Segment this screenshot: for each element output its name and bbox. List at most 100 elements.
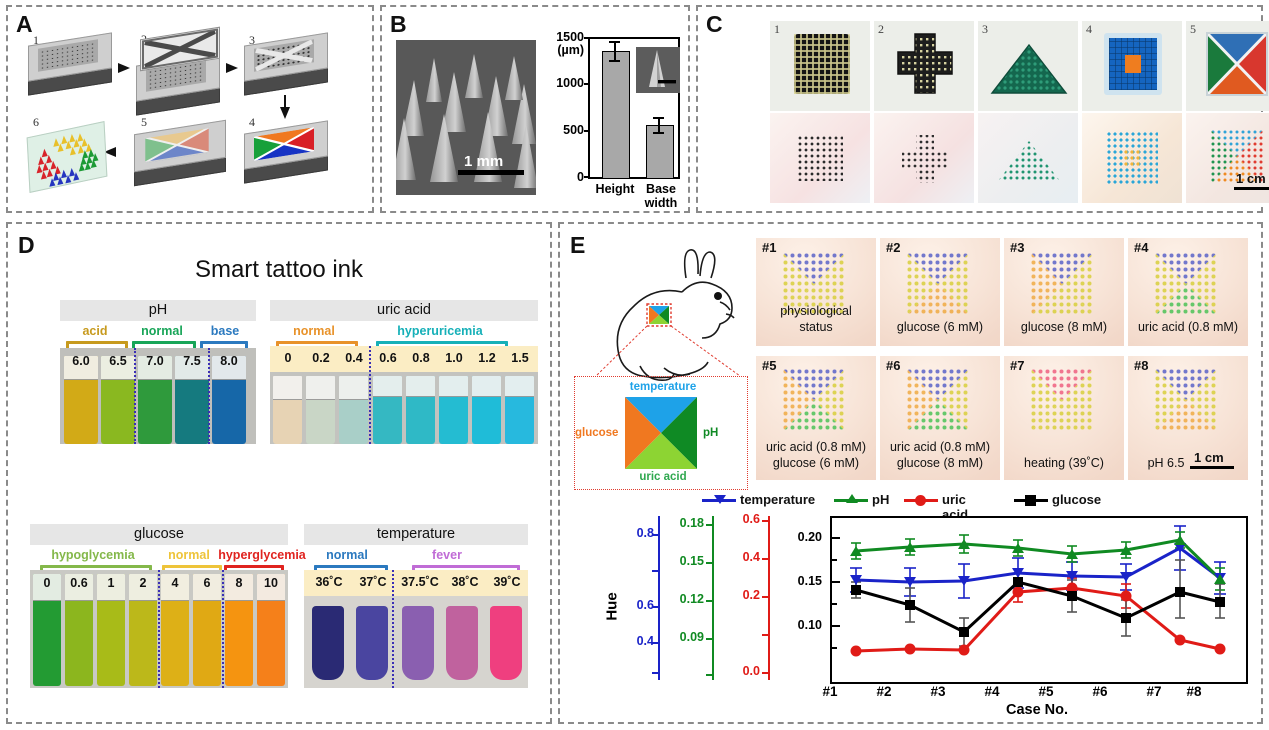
panel-d-title: Smart tattoo ink bbox=[194, 256, 364, 283]
case-3-id: #3 bbox=[1010, 240, 1025, 255]
ph-group-base: base bbox=[210, 324, 240, 338]
step-1-number: 1 bbox=[33, 33, 39, 47]
b-x-axis bbox=[588, 176, 680, 179]
b-inset-sem bbox=[636, 47, 680, 93]
tmp-value-0: 36˚C bbox=[315, 575, 343, 589]
x-axis-title: Case No. bbox=[1005, 702, 1069, 718]
case-photo-5: uric acid (0.8 mM) glucose (6 mM) bbox=[756, 356, 876, 480]
tattoo-photo-5: 1 cm bbox=[1186, 113, 1269, 203]
ph-value-3: 7.5 bbox=[183, 354, 201, 368]
tattoo-photo-3 bbox=[978, 113, 1078, 203]
ua-cuvette-6 bbox=[472, 376, 501, 444]
ua-group-normal: normal bbox=[293, 324, 335, 338]
panel-a-label: A bbox=[16, 11, 33, 37]
c-scale-bar bbox=[1234, 187, 1269, 190]
series-line-ph bbox=[855, 538, 1222, 581]
hue-chart: temperature pH uric acid glucose Hue 0.8… bbox=[602, 492, 1262, 724]
case-5-caption-line2: glucose (6 mM) bbox=[772, 456, 860, 470]
rabbit-illustration-icon bbox=[595, 249, 741, 382]
case-photo-1: physiological status bbox=[756, 238, 876, 346]
ph-tick-0.18: 0.18 bbox=[679, 516, 704, 530]
glu-value-6: 8 bbox=[235, 576, 243, 590]
b-top-border bbox=[588, 37, 680, 40]
tattoo-pattern-7 bbox=[1030, 368, 1094, 432]
ph-cuvette-row bbox=[60, 348, 256, 444]
step-5-number: 5 bbox=[141, 115, 147, 129]
legend-glucose: glucose bbox=[1052, 492, 1102, 507]
case-8-id: #8 bbox=[1134, 358, 1149, 373]
glu-value-0: 0 bbox=[43, 576, 51, 590]
x-tick-4: #4 bbox=[984, 684, 1000, 699]
ua-value-5: 1.0 bbox=[445, 351, 463, 365]
legend-temperature: temperature bbox=[740, 492, 816, 507]
sensor-key-box: temperature glucose pH uric acid bbox=[574, 376, 748, 490]
b-ytick-0: 0 bbox=[577, 170, 584, 184]
ph-cuvette-4 bbox=[212, 356, 246, 444]
b-cat-height: Height bbox=[595, 182, 635, 196]
key-quadrant-icon bbox=[625, 397, 697, 469]
bar-height bbox=[602, 51, 630, 179]
ua-cuvette-row bbox=[270, 372, 538, 444]
tmp-vial-2 bbox=[402, 606, 434, 680]
step-6-microneedle-array bbox=[26, 121, 108, 193]
step-3-x-mask bbox=[254, 39, 314, 72]
bar-base-width bbox=[646, 125, 674, 179]
case-6-id: #6 bbox=[886, 358, 901, 373]
step-1-mold bbox=[28, 32, 112, 96]
key-label-ph: pH bbox=[703, 427, 719, 439]
ua-value-2: 0.4 bbox=[345, 351, 363, 365]
tattoo-pattern-6 bbox=[906, 368, 970, 432]
ph-cuvette-3 bbox=[175, 356, 209, 444]
key-label-uric-acid: uric acid bbox=[639, 471, 687, 483]
case-photo-4: uric acid (0.8 mM) bbox=[1128, 238, 1248, 346]
cross-shape-icon bbox=[897, 33, 953, 94]
ph-group-normal: normal bbox=[141, 324, 183, 338]
axis-ph bbox=[712, 516, 715, 680]
glu-value-7: 10 bbox=[264, 576, 278, 590]
sem-image: 1 mm bbox=[396, 40, 536, 195]
ph-group-acid: acid bbox=[82, 324, 108, 338]
patch-number-5: 5 bbox=[1190, 22, 1196, 36]
legend-marker-ph bbox=[846, 494, 858, 503]
ua-value-strip bbox=[270, 346, 538, 372]
ph-tick-0.15: 0.15 bbox=[679, 554, 704, 568]
x-tick-2: #2 bbox=[876, 684, 892, 699]
tattoo-photo-2 bbox=[874, 113, 974, 203]
glu-group-hyper: hyperglycemia bbox=[218, 548, 306, 562]
section-glucose-header: glucose bbox=[30, 524, 288, 545]
sem-scale-text: 1 mm bbox=[464, 153, 503, 170]
key-label-glucose: glucose bbox=[575, 427, 619, 439]
b-y-axis bbox=[588, 37, 591, 179]
legend-ph: pH bbox=[872, 492, 890, 507]
case-7-id: #7 bbox=[1010, 358, 1025, 373]
glu-cuvette-6 bbox=[225, 574, 253, 686]
b-right-border bbox=[678, 37, 681, 179]
arrow-2-3-icon bbox=[226, 63, 238, 73]
ua-cuvette-0 bbox=[273, 376, 302, 444]
step-2-mask bbox=[140, 26, 220, 72]
case-4-id: #4 bbox=[1134, 240, 1149, 255]
case-7-caption: heating (39˚C) bbox=[1024, 456, 1104, 470]
tmp-value-strip bbox=[304, 570, 528, 596]
bar-base-width-errorbar bbox=[658, 117, 660, 133]
glu-cuvette-1 bbox=[65, 574, 93, 686]
glu-tick-0.10: 0.10 bbox=[797, 618, 822, 632]
ua-value-0: 0 bbox=[284, 351, 292, 365]
b-ytick-500: 500 bbox=[563, 123, 584, 137]
ua-tick-0.4: 0.4 bbox=[742, 550, 760, 564]
glu-cuvette-row bbox=[30, 570, 288, 688]
axis-uric-acid bbox=[768, 516, 771, 680]
tmp-vial-row bbox=[304, 596, 528, 688]
patch-number-3: 3 bbox=[982, 22, 988, 36]
arrow-5-6-icon bbox=[104, 147, 116, 157]
panel-d-smart-tattoo-ink: D Smart tattoo ink pH acid normal base 6… bbox=[6, 222, 552, 724]
ph-value-4: 8.0 bbox=[220, 354, 238, 368]
glu-cuvette-7 bbox=[257, 574, 285, 686]
patch-number-2: 2 bbox=[878, 22, 884, 36]
b-ytick-1000: 1000 bbox=[556, 76, 584, 90]
tattoo-pattern-5 bbox=[782, 368, 846, 432]
x-tick-8: #8 bbox=[1186, 684, 1202, 699]
hue-plot-area bbox=[830, 516, 1248, 684]
panel-b-bar-chart: 1500 (µm) 1000 500 0 Height Base width bbox=[554, 30, 681, 210]
glu-cuvette-4 bbox=[161, 574, 189, 686]
